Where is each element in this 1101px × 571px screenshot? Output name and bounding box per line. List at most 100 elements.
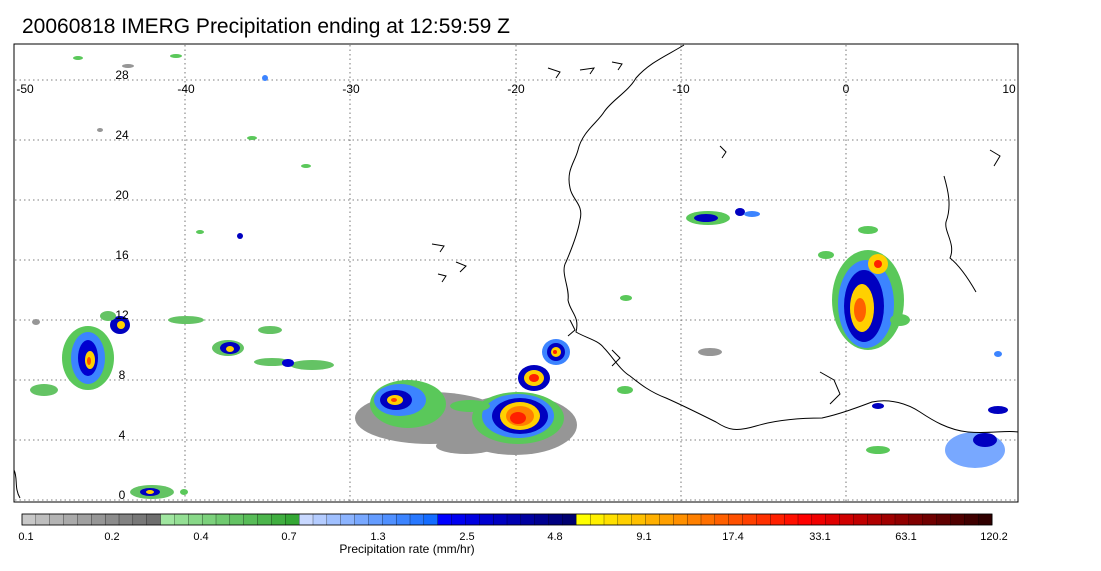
colorbar-cell — [908, 513, 924, 526]
colorbar-cell — [811, 513, 827, 526]
lon-tick-label: -10 — [672, 82, 690, 96]
colorbar-cell — [118, 513, 134, 526]
colorbar-cell — [395, 513, 411, 526]
longitude-labels: -50 -40 -30 -20 -10 0 10 — [16, 82, 1016, 96]
colorbar-cell — [243, 513, 259, 526]
lat-tick-label: 24 — [115, 128, 129, 142]
colorbar-cell — [368, 513, 383, 526]
colorbar-cell — [188, 513, 203, 526]
colorbar-cell — [479, 513, 494, 526]
colorbar-cell — [271, 513, 286, 526]
colorbar-cell — [700, 513, 716, 526]
colorbar-cell — [742, 513, 757, 526]
colorbar-cell — [215, 513, 231, 526]
colorbar-cell — [201, 513, 217, 526]
colorbar-tick-label: 0.1 — [18, 531, 33, 543]
colorbar-cell — [659, 513, 674, 526]
colorbar-cell — [77, 513, 92, 526]
colorbar-cell — [922, 513, 938, 526]
colorbar-cell — [423, 513, 439, 526]
colorbar-cell — [465, 513, 480, 526]
colorbar-cell — [770, 513, 785, 526]
colorbar-tick-label: 4.8 — [547, 531, 562, 543]
lat-tick-label: 16 — [115, 248, 129, 262]
colorbar-cell — [451, 513, 466, 526]
colorbar-cell — [936, 513, 951, 526]
lon-tick-label: -20 — [507, 82, 525, 96]
colorbar-cell — [160, 513, 175, 526]
colorbar-cell — [91, 513, 106, 526]
colorbar-cell — [603, 513, 619, 526]
colorbar-cell — [146, 513, 162, 526]
colorbar-cell — [853, 513, 868, 526]
colorbar-cell — [894, 513, 910, 526]
colorbar-cell — [548, 513, 563, 526]
lon-tick-label: -50 — [16, 82, 34, 96]
lon-tick-label: 10 — [1002, 82, 1016, 96]
colorbar-cell — [880, 513, 896, 526]
colorbar-tick-label: 2.5 — [459, 531, 474, 543]
colorbar-cell — [977, 513, 993, 526]
precipitation-field — [30, 54, 1008, 499]
lat-tick-label: 4 — [119, 428, 126, 442]
colorbar-title: Precipitation rate (mm/hr) — [339, 542, 474, 556]
colorbar-cell — [132, 513, 148, 526]
colorbar-cell — [645, 513, 660, 526]
colorbar-cell — [576, 513, 591, 526]
lon-tick-label: -40 — [177, 82, 195, 96]
colorbar-tick-label: 33.1 — [809, 531, 830, 543]
colorbar-cell — [21, 513, 37, 526]
lat-tick-label: 0 — [119, 488, 126, 502]
colorbar-cell — [756, 513, 771, 526]
lat-tick-label: 20 — [115, 188, 129, 202]
colorbar-cell — [506, 513, 522, 526]
lat-tick-label: 8 — [119, 368, 126, 382]
colorbar-cell — [257, 513, 272, 526]
colorbar-cell — [340, 513, 356, 526]
colorbar-cell — [950, 513, 965, 526]
colorbar-cell — [867, 513, 882, 526]
colorbar-cell — [409, 513, 425, 526]
colorbar-cell — [35, 513, 51, 526]
colorbar-cell — [839, 513, 854, 526]
colorbar-cell — [326, 513, 342, 526]
colorbar-cell — [617, 513, 633, 526]
colorbar-cell — [631, 513, 647, 526]
colorbar-frame — [21, 513, 993, 526]
colorbar-cell — [298, 513, 314, 526]
colorbar-cell — [673, 513, 688, 526]
colorbar-cell — [63, 513, 78, 526]
colorbar-cell — [312, 513, 328, 526]
colorbar-tick-label: 0.7 — [281, 531, 296, 543]
colorbar-tick-label: 0.2 — [104, 531, 119, 543]
colorbar-cell — [589, 513, 605, 526]
colorbar-labels: 0.1 0.2 0.4 0.7 1.3 2.5 4.8 9.1 17.4 33.… — [18, 531, 1007, 543]
lat-tick-label: 28 — [115, 68, 129, 82]
colorbar-tick-label: 0.4 — [193, 531, 208, 543]
lat-tick-label: 12 — [115, 308, 129, 322]
colorbar-cell — [104, 513, 120, 526]
colorbar-cell — [229, 513, 245, 526]
colorbar-cell — [825, 513, 841, 526]
lon-tick-label: 0 — [843, 82, 850, 96]
colorbar-cell — [520, 513, 536, 526]
colorbar-cell — [174, 513, 189, 526]
colorbar-cell — [797, 513, 813, 526]
colorbar-cell — [49, 513, 65, 526]
colorbar-cell — [562, 513, 577, 526]
colorbar-tick-label: 63.1 — [895, 531, 916, 543]
colorbar-tick-label: 17.4 — [722, 531, 743, 543]
lon-tick-label: -30 — [342, 82, 360, 96]
colorbar-cell — [354, 513, 369, 526]
latitude-labels: 28 24 20 16 12 8 4 0 — [115, 68, 129, 502]
colorbar-cell — [783, 513, 799, 526]
map-frame — [13, 43, 1019, 503]
colorbar-cell — [728, 513, 744, 526]
colorbar-tick-label: 1.3 — [370, 531, 385, 543]
coastline — [14, 44, 1018, 499]
colorbar-cell — [437, 513, 453, 526]
colorbar-tick-label: 9.1 — [636, 531, 651, 543]
colorbar-cell — [534, 513, 550, 526]
colorbar-cell — [714, 513, 730, 526]
